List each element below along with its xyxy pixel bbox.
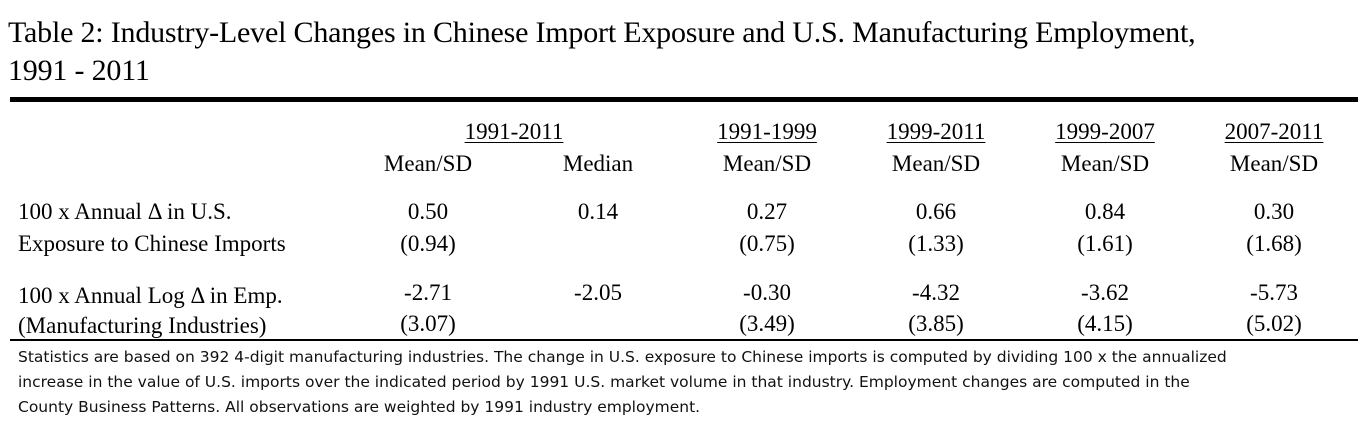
cell-mean: 0.84 — [1084, 199, 1126, 224]
header-mean-sd-1999-2011: Mean/SD — [891, 151, 981, 176]
cell-mean: -2.71 — [404, 280, 452, 305]
cell-sd: (4.15) — [1077, 311, 1133, 336]
cell-sd: (1.33) — [908, 231, 964, 256]
cell-mean: -5.73 — [1250, 280, 1298, 305]
row-label-line-1: 100 x Annual Δ in U.S. — [18, 199, 232, 224]
note-line-1: Statistics are based on 392 4-digit manu… — [18, 348, 1227, 366]
cell-sd: (1.61) — [1077, 231, 1133, 256]
cell-mean: -0.30 — [743, 280, 791, 305]
header-median-1991-2011: Median — [562, 151, 634, 176]
header-mean-sd-1991-1999: Mean/SD — [722, 151, 812, 176]
row-label-line-1: 100 x Annual Log Δ in Emp. — [18, 283, 283, 308]
cell-mean: -4.32 — [912, 280, 960, 305]
header-mean-sd-2007-2011: Mean/SD — [1229, 151, 1319, 176]
cell-mean: 0.30 — [1253, 199, 1295, 224]
cell-mean: 0.27 — [746, 199, 788, 224]
header-period-1991-1999: 1991-1999 — [717, 119, 817, 144]
cell-sd: (3.85) — [908, 311, 964, 336]
top-rule — [10, 97, 1358, 102]
cell-sd: (5.02) — [1246, 311, 1302, 336]
header-period-2007-2011: 2007-2011 — [1224, 119, 1324, 144]
cell-median: -2.05 — [574, 280, 622, 305]
row-label-line-2: (Manufacturing Industries) — [18, 313, 267, 338]
note-line-3: County Business Patterns. All observatio… — [18, 398, 701, 416]
cell-sd: (0.75) — [739, 231, 795, 256]
cell-median: 0.14 — [577, 199, 619, 224]
bottom-rule — [10, 339, 1358, 341]
cell-mean: 0.50 — [407, 199, 449, 224]
cell-sd: (1.68) — [1246, 231, 1302, 256]
title-line-2: 1991 - 2011 — [8, 54, 150, 87]
cell-mean: -3.62 — [1081, 280, 1129, 305]
cell-mean: 0.66 — [915, 199, 957, 224]
header-mean-sd-1991-2011: Mean/SD — [383, 151, 473, 176]
header-period-1999-2011: 1999-2011 — [886, 119, 986, 144]
cell-sd: (0.94) — [400, 231, 456, 256]
note-line-2: increase in the value of U.S. imports ov… — [18, 373, 1190, 391]
header-period-1991-2011: 1991-2011 — [464, 119, 564, 144]
row-label-line-2: Exposure to Chinese Imports — [18, 231, 286, 256]
header-period-1999-2007: 1999-2007 — [1055, 119, 1155, 144]
cell-sd: (3.49) — [739, 311, 795, 336]
table-note: Statistics are based on 392 4-digit manu… — [18, 345, 1358, 420]
table-title: Table 2: Industry-Level Changes in Chine… — [8, 14, 1358, 90]
cell-sd: (3.07) — [400, 311, 456, 336]
title-line-1: Table 2: Industry-Level Changes in Chine… — [8, 16, 1196, 49]
header-mean-sd-1999-2007: Mean/SD — [1060, 151, 1150, 176]
